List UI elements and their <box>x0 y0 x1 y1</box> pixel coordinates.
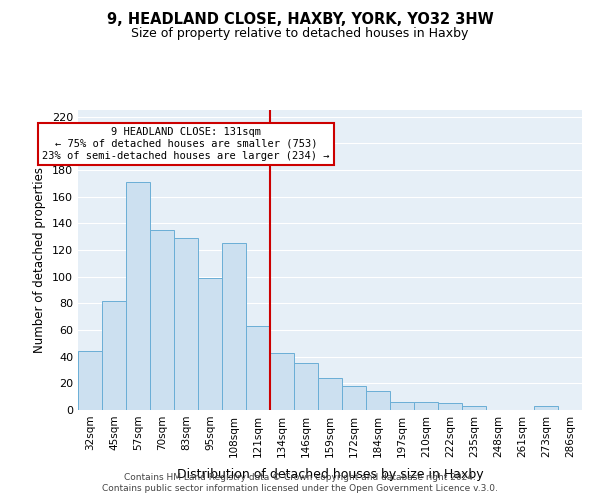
Bar <box>270 352 294 410</box>
Bar <box>390 402 414 410</box>
Text: Contains HM Land Registry data © Crown copyright and database right 2024.: Contains HM Land Registry data © Crown c… <box>124 472 476 482</box>
Bar <box>222 244 246 410</box>
Text: 9 HEADLAND CLOSE: 131sqm
← 75% of detached houses are smaller (753)
23% of semi-: 9 HEADLAND CLOSE: 131sqm ← 75% of detach… <box>42 128 330 160</box>
Text: Size of property relative to detached houses in Haxby: Size of property relative to detached ho… <box>131 28 469 40</box>
Bar <box>366 392 390 410</box>
Bar <box>318 378 342 410</box>
Bar <box>534 406 558 410</box>
Bar <box>174 238 198 410</box>
Bar <box>462 406 486 410</box>
Bar <box>246 326 270 410</box>
Bar <box>342 386 366 410</box>
Text: 9, HEADLAND CLOSE, HAXBY, YORK, YO32 3HW: 9, HEADLAND CLOSE, HAXBY, YORK, YO32 3HW <box>107 12 493 28</box>
Bar <box>126 182 150 410</box>
Bar <box>78 352 102 410</box>
Bar <box>438 404 462 410</box>
Bar <box>102 300 126 410</box>
Bar <box>414 402 438 410</box>
Bar <box>198 278 222 410</box>
Text: Contains public sector information licensed under the Open Government Licence v.: Contains public sector information licen… <box>102 484 498 493</box>
X-axis label: Distribution of detached houses by size in Haxby: Distribution of detached houses by size … <box>176 468 484 481</box>
Bar <box>150 230 174 410</box>
Bar <box>294 364 318 410</box>
Y-axis label: Number of detached properties: Number of detached properties <box>34 167 46 353</box>
